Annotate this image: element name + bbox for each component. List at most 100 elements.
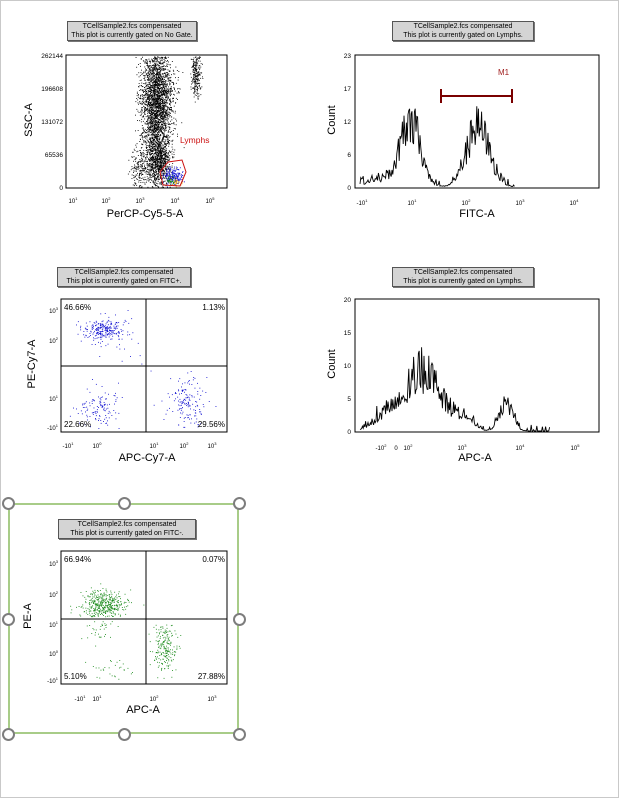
event-dot: [164, 170, 165, 172]
event-dot: [196, 62, 197, 64]
event-dot: [157, 153, 159, 155]
event-dot: [167, 172, 169, 174]
event-dot: [169, 136, 171, 138]
event-dot: [169, 93, 171, 95]
event-dot: [172, 171, 173, 172]
event-dot: [105, 611, 107, 613]
event-dot: [156, 91, 158, 93]
event-dot: [118, 593, 119, 595]
event-dot: [108, 601, 109, 603]
event-dot: [133, 168, 135, 170]
event-dot: [197, 405, 199, 407]
event-dot: [147, 79, 148, 81]
event-dot: [141, 155, 143, 157]
event-dot: [152, 134, 154, 136]
event-dot: [147, 65, 149, 67]
event-dot: [152, 92, 154, 94]
event-dot: [150, 87, 152, 89]
event-dot: [162, 97, 163, 99]
event-dot: [91, 601, 93, 603]
event-dot: [107, 412, 109, 414]
event-dot: [160, 116, 162, 117]
event-dot: [151, 117, 152, 118]
event-dot: [157, 149, 159, 151]
event-dot: [157, 153, 159, 155]
event-dot: [167, 60, 168, 61]
event-dot: [107, 611, 109, 613]
event-dot: [94, 344, 96, 345]
event-dot: [163, 94, 164, 96]
event-dot: [161, 87, 163, 89]
plot-fitc-histogram[interactable]: TCellSample2.fcs compensated This plot i…: [310, 0, 610, 240]
event-dot: [172, 179, 174, 180]
event-dot: [146, 70, 148, 71]
event-dot: [189, 414, 191, 416]
m1-marker[interactable]: [440, 89, 513, 103]
event-dot: [197, 391, 199, 392]
event-dot: [169, 166, 171, 168]
plot-pe-vs-apc[interactable]: TCellSample2.fcs compensated This plot i…: [0, 505, 250, 735]
event-dot: [90, 599, 92, 601]
event-dot: [157, 97, 159, 98]
event-dot: [197, 426, 199, 428]
plot-ssc-vs-percp[interactable]: TCellSample2.fcs compensated This plot i…: [0, 0, 250, 240]
event-dot: [162, 141, 164, 143]
event-dot: [151, 166, 153, 168]
event-dot: [161, 73, 163, 75]
event-dot: [161, 155, 163, 157]
event-dot: [157, 75, 159, 77]
event-dot: [165, 116, 166, 118]
event-dot: [106, 597, 108, 599]
event-dot: [89, 614, 91, 616]
plot-pecy7-vs-apccy7[interactable]: TCellSample2.fcs compensated This plot i…: [0, 262, 250, 472]
event-dot: [163, 104, 164, 106]
event-dot: [159, 102, 161, 103]
event-dot: [194, 69, 196, 71]
event-dot: [154, 60, 156, 62]
event-dot: [96, 333, 98, 335]
event-dot: [149, 87, 150, 89]
event-dot: [166, 136, 167, 138]
event-dot: [142, 103, 143, 105]
event-dot: [155, 100, 157, 102]
event-dot: [175, 392, 176, 393]
event-dot: [114, 395, 116, 397]
event-dot: [155, 110, 156, 111]
plot-apc-histogram[interactable]: TCellSample2.fcs compensated This plot i…: [310, 262, 610, 472]
event-dot: [159, 74, 161, 76]
event-dot: [133, 172, 134, 173]
event-dot: [137, 166, 139, 168]
event-dot: [136, 66, 138, 68]
event-dot: [157, 156, 159, 158]
event-dot: [158, 92, 160, 94]
event-dot: [98, 601, 100, 603]
event-dot: [166, 178, 168, 180]
event-dot: [172, 157, 174, 159]
event-dot: [157, 80, 159, 82]
lymphs-gate-label[interactable]: Lymphs: [180, 135, 209, 145]
event-dot: [159, 82, 161, 83]
event-dot: [107, 604, 109, 606]
event-dot: [167, 72, 168, 74]
event-dot: [149, 102, 151, 104]
event-dot: [159, 169, 161, 170]
event-dot: [181, 413, 183, 415]
event-dot: [155, 67, 157, 69]
event-dot: [155, 86, 156, 88]
event-dot: [84, 336, 86, 338]
event-dot: [153, 110, 155, 112]
header-line-1: TCellSample2.fcs compensated: [82, 23, 182, 30]
event-dot: [163, 160, 165, 162]
event-dot: [135, 101, 137, 103]
event-dot: [149, 150, 151, 152]
event-dot: [182, 411, 184, 413]
event-dot: [151, 71, 153, 73]
event-dot: [162, 84, 164, 86]
event-dot: [194, 90, 196, 92]
event-dot: [142, 98, 144, 100]
event-dot: [145, 100, 147, 102]
event-dot: [153, 122, 155, 124]
event-dot: [158, 68, 159, 70]
event-dot: [164, 143, 166, 145]
event-dot: [103, 402, 105, 403]
